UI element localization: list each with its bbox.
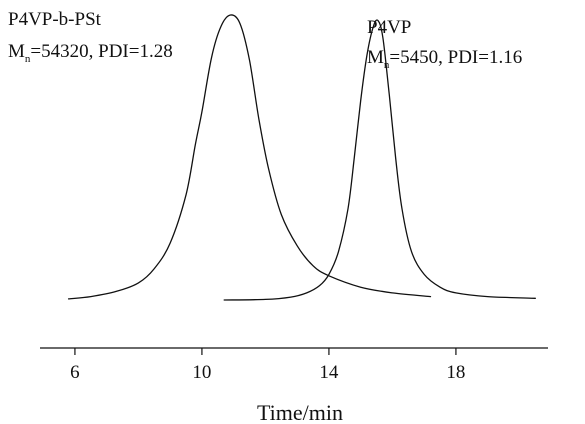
x-axis-label: Time/min: [257, 400, 343, 424]
series-curves: [67, 14, 536, 301]
x-tick-marks: [74, 348, 457, 355]
series-2-name-label: P4VP: [367, 17, 411, 38]
x-tick-labels: 6 10 14 18: [70, 362, 465, 383]
series-1-annotation: P4VP-b-PSt Mn=54320, PDI=1.28: [8, 9, 173, 65]
series-1-mn-pdi-label: Mn=54320, PDI=1.28: [8, 41, 173, 65]
x-tick-label-18: 18: [446, 362, 465, 383]
x-tick-label-6: 6: [70, 362, 80, 383]
x-tick-label-10: 10: [192, 362, 211, 383]
series-2-curve: [223, 19, 536, 301]
series-2-mn-pdi-label: Mn=5450, PDI=1.16: [367, 47, 522, 71]
series-2-annotation: P4VP Mn=5450, PDI=1.16: [367, 17, 522, 71]
x-tick-label-14: 14: [319, 362, 339, 383]
series-1-curve: [67, 14, 432, 300]
series-1-name-label: P4VP-b-PSt: [8, 9, 102, 30]
